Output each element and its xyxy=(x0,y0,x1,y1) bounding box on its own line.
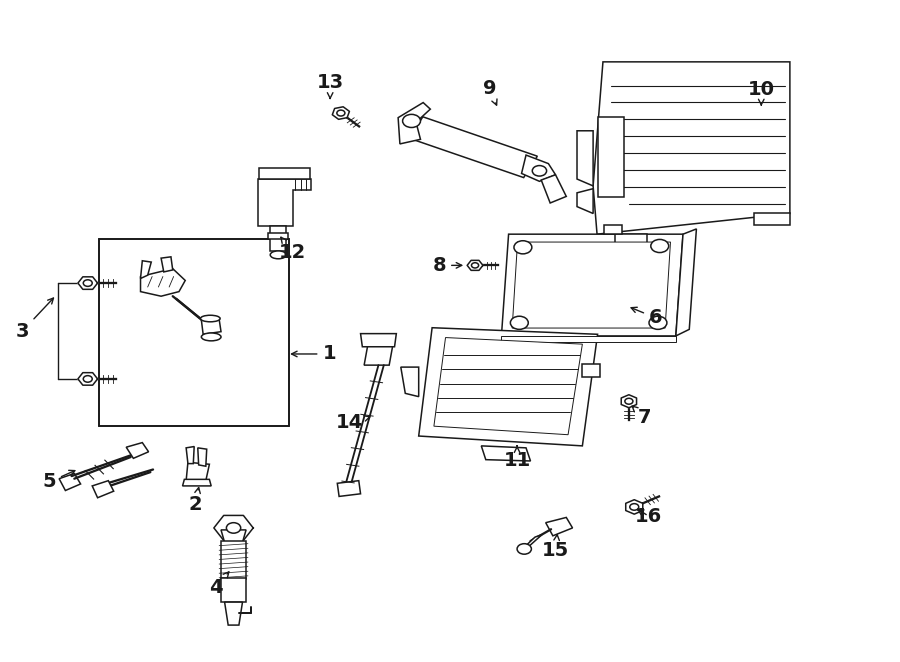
Circle shape xyxy=(227,523,240,533)
Ellipse shape xyxy=(202,333,221,341)
Polygon shape xyxy=(501,234,683,336)
Circle shape xyxy=(518,544,531,554)
Polygon shape xyxy=(99,239,289,426)
Polygon shape xyxy=(364,346,392,365)
Circle shape xyxy=(625,399,633,404)
Polygon shape xyxy=(577,131,593,186)
Circle shape xyxy=(84,280,92,287)
Text: 7: 7 xyxy=(632,406,652,427)
Circle shape xyxy=(472,263,479,268)
Polygon shape xyxy=(467,260,483,270)
Polygon shape xyxy=(338,481,361,496)
Polygon shape xyxy=(626,500,643,514)
Text: 8: 8 xyxy=(433,256,462,275)
Polygon shape xyxy=(140,269,185,296)
Polygon shape xyxy=(361,334,396,347)
Polygon shape xyxy=(59,473,81,491)
Circle shape xyxy=(651,240,669,253)
Polygon shape xyxy=(582,364,600,377)
Text: 11: 11 xyxy=(503,446,531,471)
Polygon shape xyxy=(183,479,212,486)
Polygon shape xyxy=(398,103,430,144)
Ellipse shape xyxy=(201,315,220,322)
Polygon shape xyxy=(270,226,286,251)
Text: 14: 14 xyxy=(337,413,370,432)
Polygon shape xyxy=(221,530,246,542)
Polygon shape xyxy=(126,443,148,458)
Circle shape xyxy=(337,110,345,116)
Polygon shape xyxy=(604,224,622,234)
Polygon shape xyxy=(92,481,113,498)
Polygon shape xyxy=(541,175,566,203)
Polygon shape xyxy=(593,62,790,234)
Circle shape xyxy=(532,166,546,176)
Polygon shape xyxy=(676,229,697,336)
Text: 5: 5 xyxy=(42,470,75,491)
Polygon shape xyxy=(621,395,636,408)
Circle shape xyxy=(402,115,420,128)
Text: 3: 3 xyxy=(15,298,53,340)
Polygon shape xyxy=(410,117,537,177)
Polygon shape xyxy=(214,516,253,540)
Text: 2: 2 xyxy=(188,487,202,514)
Polygon shape xyxy=(257,179,311,226)
Circle shape xyxy=(84,375,92,382)
Polygon shape xyxy=(754,214,790,225)
Polygon shape xyxy=(598,117,625,197)
Circle shape xyxy=(514,241,532,254)
Polygon shape xyxy=(225,602,242,625)
Text: 16: 16 xyxy=(634,506,662,526)
Polygon shape xyxy=(161,257,173,272)
Text: 9: 9 xyxy=(482,79,497,105)
Polygon shape xyxy=(501,336,676,342)
Polygon shape xyxy=(616,234,647,249)
Polygon shape xyxy=(221,578,246,602)
Polygon shape xyxy=(519,534,542,552)
Text: 13: 13 xyxy=(317,73,344,99)
Polygon shape xyxy=(186,462,210,481)
Polygon shape xyxy=(186,447,194,463)
Text: 6: 6 xyxy=(631,307,662,328)
Polygon shape xyxy=(482,446,530,461)
Polygon shape xyxy=(202,320,221,334)
Text: 10: 10 xyxy=(748,80,775,105)
Polygon shape xyxy=(332,107,349,119)
Ellipse shape xyxy=(270,251,286,259)
Polygon shape xyxy=(78,373,97,385)
Polygon shape xyxy=(140,261,151,279)
Text: 1: 1 xyxy=(292,344,336,363)
Polygon shape xyxy=(434,338,582,435)
Polygon shape xyxy=(198,448,207,466)
Polygon shape xyxy=(545,518,572,536)
Polygon shape xyxy=(78,277,97,289)
Polygon shape xyxy=(522,155,555,181)
Polygon shape xyxy=(268,232,288,239)
Text: 4: 4 xyxy=(209,572,229,596)
Circle shape xyxy=(510,316,528,330)
Polygon shape xyxy=(512,242,670,328)
Polygon shape xyxy=(418,328,598,446)
Text: 15: 15 xyxy=(542,535,569,561)
Text: 12: 12 xyxy=(279,237,306,261)
Circle shape xyxy=(649,316,667,330)
Polygon shape xyxy=(400,367,418,397)
Polygon shape xyxy=(259,168,310,179)
Polygon shape xyxy=(221,541,246,579)
Polygon shape xyxy=(577,189,593,214)
Circle shape xyxy=(630,504,639,510)
